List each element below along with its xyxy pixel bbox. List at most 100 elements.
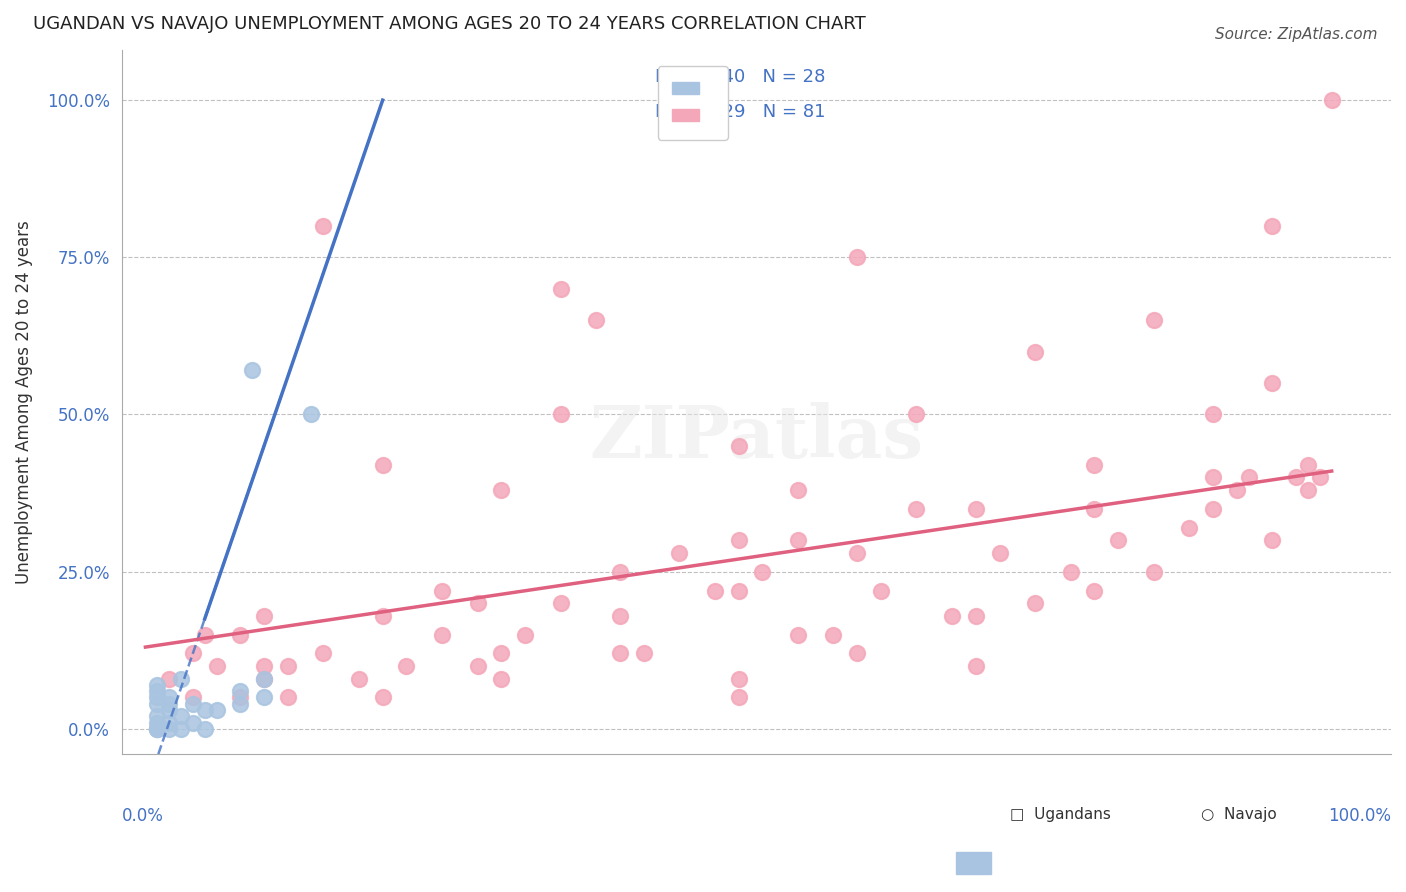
Text: UGANDAN VS NAVAJO UNEMPLOYMENT AMONG AGES 20 TO 24 YEARS CORRELATION CHART: UGANDAN VS NAVAJO UNEMPLOYMENT AMONG AGE…: [32, 15, 866, 33]
Point: [609, 608, 631, 623]
Point: [1024, 596, 1046, 610]
Point: [146, 722, 169, 736]
Point: [550, 282, 572, 296]
Point: [965, 659, 987, 673]
Y-axis label: Unemployment Among Ages 20 to 24 years: Unemployment Among Ages 20 to 24 years: [15, 220, 32, 583]
Point: [1261, 219, 1284, 233]
Point: [157, 690, 180, 705]
Point: [905, 408, 928, 422]
Point: [146, 697, 169, 711]
Point: [170, 709, 193, 723]
Point: [751, 565, 773, 579]
Point: [703, 583, 725, 598]
Point: [157, 722, 180, 736]
Point: [1226, 483, 1249, 497]
Point: [491, 646, 513, 660]
Point: [988, 546, 1011, 560]
Point: [146, 709, 169, 723]
Point: [157, 703, 180, 717]
Point: [668, 546, 690, 560]
Point: [846, 646, 869, 660]
Text: R = 0.329   N = 81: R = 0.329 N = 81: [655, 103, 825, 120]
Point: [312, 219, 335, 233]
Point: [1202, 408, 1225, 422]
Point: [146, 715, 169, 730]
Point: [870, 583, 893, 598]
Point: [609, 565, 631, 579]
Point: [277, 690, 299, 705]
Text: 0.0%: 0.0%: [122, 806, 163, 825]
Point: [727, 690, 749, 705]
Point: [301, 408, 323, 422]
Point: [491, 483, 513, 497]
Point: [609, 646, 631, 660]
Point: [157, 715, 180, 730]
Point: [727, 533, 749, 548]
Point: [181, 715, 204, 730]
Point: [170, 722, 193, 736]
Point: [633, 646, 655, 660]
Point: [550, 596, 572, 610]
Point: [585, 313, 607, 327]
Point: [205, 703, 228, 717]
Point: [905, 501, 928, 516]
Text: ZIPatlas: ZIPatlas: [589, 401, 924, 473]
Point: [1261, 533, 1284, 548]
Point: [146, 678, 169, 692]
Point: [1237, 470, 1260, 484]
Point: [1143, 565, 1166, 579]
Point: [786, 483, 808, 497]
Point: [430, 583, 453, 598]
Point: [727, 439, 749, 453]
Point: [1083, 501, 1105, 516]
Point: [240, 363, 263, 377]
Text: R = 0.740   N = 28: R = 0.740 N = 28: [655, 68, 825, 86]
Point: [205, 659, 228, 673]
Point: [229, 684, 252, 698]
Point: [181, 697, 204, 711]
Point: [467, 659, 489, 673]
Text: 100.0%: 100.0%: [1329, 806, 1391, 825]
Point: [371, 608, 394, 623]
Point: [371, 690, 394, 705]
Point: [1083, 458, 1105, 472]
Point: [229, 627, 252, 641]
Point: [395, 659, 418, 673]
Point: [277, 659, 299, 673]
Point: [229, 697, 252, 711]
Point: [253, 608, 276, 623]
Point: [229, 690, 252, 705]
Text: ○  Navajo: ○ Navajo: [1201, 806, 1277, 822]
Point: [1060, 565, 1083, 579]
Point: [347, 672, 370, 686]
Point: [1285, 470, 1308, 484]
Point: [157, 697, 180, 711]
Text: □  Ugandans: □ Ugandans: [1010, 806, 1111, 822]
Point: [157, 672, 180, 686]
Point: [941, 608, 963, 623]
Point: [550, 408, 572, 422]
Point: [371, 458, 394, 472]
Point: [1296, 458, 1319, 472]
Point: [491, 672, 513, 686]
Point: [965, 501, 987, 516]
Point: [146, 722, 169, 736]
Point: [146, 690, 169, 705]
Point: [1261, 376, 1284, 390]
Point: [1202, 470, 1225, 484]
Point: [253, 659, 276, 673]
Point: [1143, 313, 1166, 327]
Point: [181, 690, 204, 705]
Point: [253, 690, 276, 705]
Point: [727, 583, 749, 598]
Point: [194, 627, 217, 641]
Point: [965, 608, 987, 623]
Point: [194, 722, 217, 736]
Point: [1202, 501, 1225, 516]
Point: [194, 703, 217, 717]
Point: [253, 672, 276, 686]
Point: [1024, 344, 1046, 359]
Point: [181, 646, 204, 660]
Point: [513, 627, 536, 641]
Point: [846, 250, 869, 264]
